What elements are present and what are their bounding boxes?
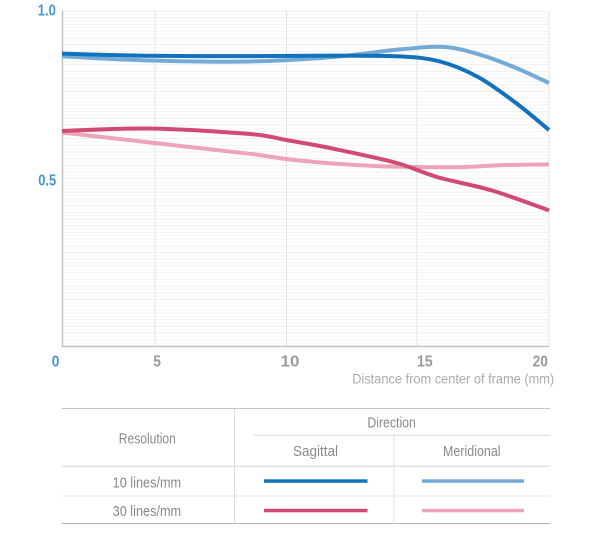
svg-text:Distance from center of frame: Distance from center of frame (mm)	[352, 370, 554, 386]
svg-text:30 lines/mm: 30 lines/mm	[113, 503, 182, 520]
svg-text:0: 0	[52, 353, 60, 370]
svg-text:5: 5	[153, 353, 161, 370]
svg-text:Direction: Direction	[367, 414, 416, 431]
svg-text:1.0: 1.0	[38, 2, 56, 19]
svg-text:20: 20	[533, 353, 548, 370]
svg-text:Meridional: Meridional	[443, 443, 501, 460]
svg-text:15: 15	[417, 353, 433, 370]
svg-text:10: 10	[281, 353, 300, 370]
svg-text:0.5: 0.5	[38, 173, 56, 190]
svg-text:10 lines/mm: 10 lines/mm	[113, 474, 182, 491]
svg-text:Sagittal: Sagittal	[293, 443, 338, 460]
svg-text:Resolution: Resolution	[119, 431, 176, 448]
